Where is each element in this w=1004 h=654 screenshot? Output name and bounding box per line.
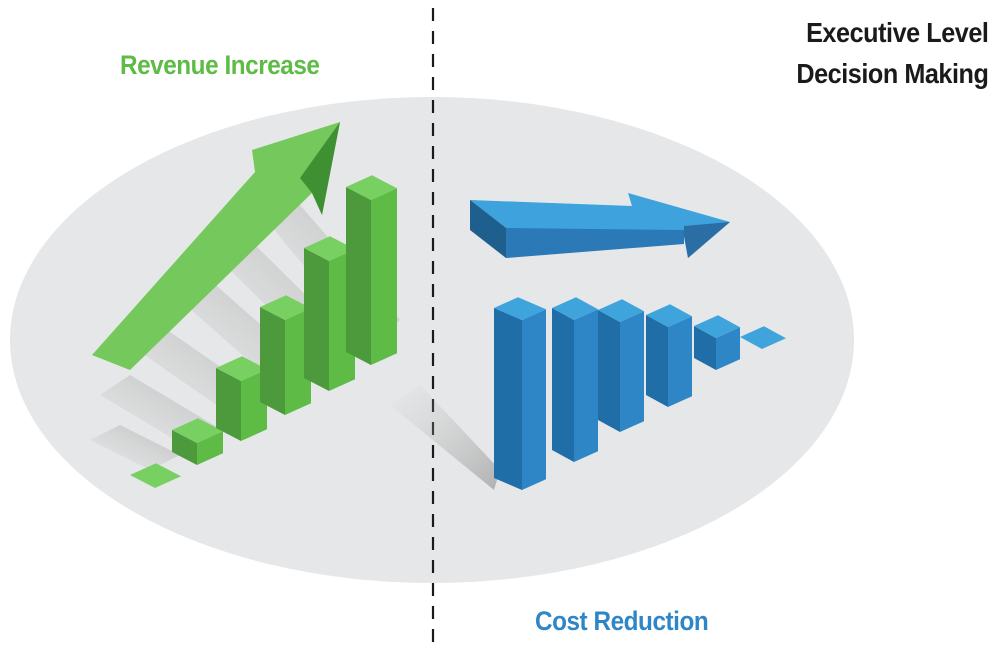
green-bar-6 — [346, 175, 397, 365]
declining-bars-icon — [494, 297, 786, 490]
executive-title: Executive Level Decision Making — [795, 12, 989, 94]
blue-bar-6 — [740, 326, 786, 349]
green-bar-5 — [304, 236, 355, 391]
green-bar-1 — [130, 463, 181, 488]
blue-bar-4 — [646, 304, 692, 407]
executive-title-line1: Executive Level — [805, 17, 989, 48]
blue-bar-1 — [494, 297, 546, 490]
up-trend-arrow-icon — [92, 122, 340, 370]
green-bar-3 — [216, 356, 267, 441]
revenue-increase-label: Revenue Increase — [120, 50, 320, 80]
rising-bars-icon — [130, 175, 397, 488]
cost-reduction-label: Cost Reduction — [535, 606, 709, 636]
blue-bar-5 — [694, 315, 740, 370]
blue-bar-2 — [552, 297, 598, 462]
executive-title-line2: Decision Making — [795, 58, 989, 89]
green-bar-2 — [172, 418, 223, 465]
green-bar-4 — [260, 295, 311, 415]
blue-bar-3 — [598, 299, 644, 432]
flat-trend-arrow-icon — [470, 193, 730, 258]
